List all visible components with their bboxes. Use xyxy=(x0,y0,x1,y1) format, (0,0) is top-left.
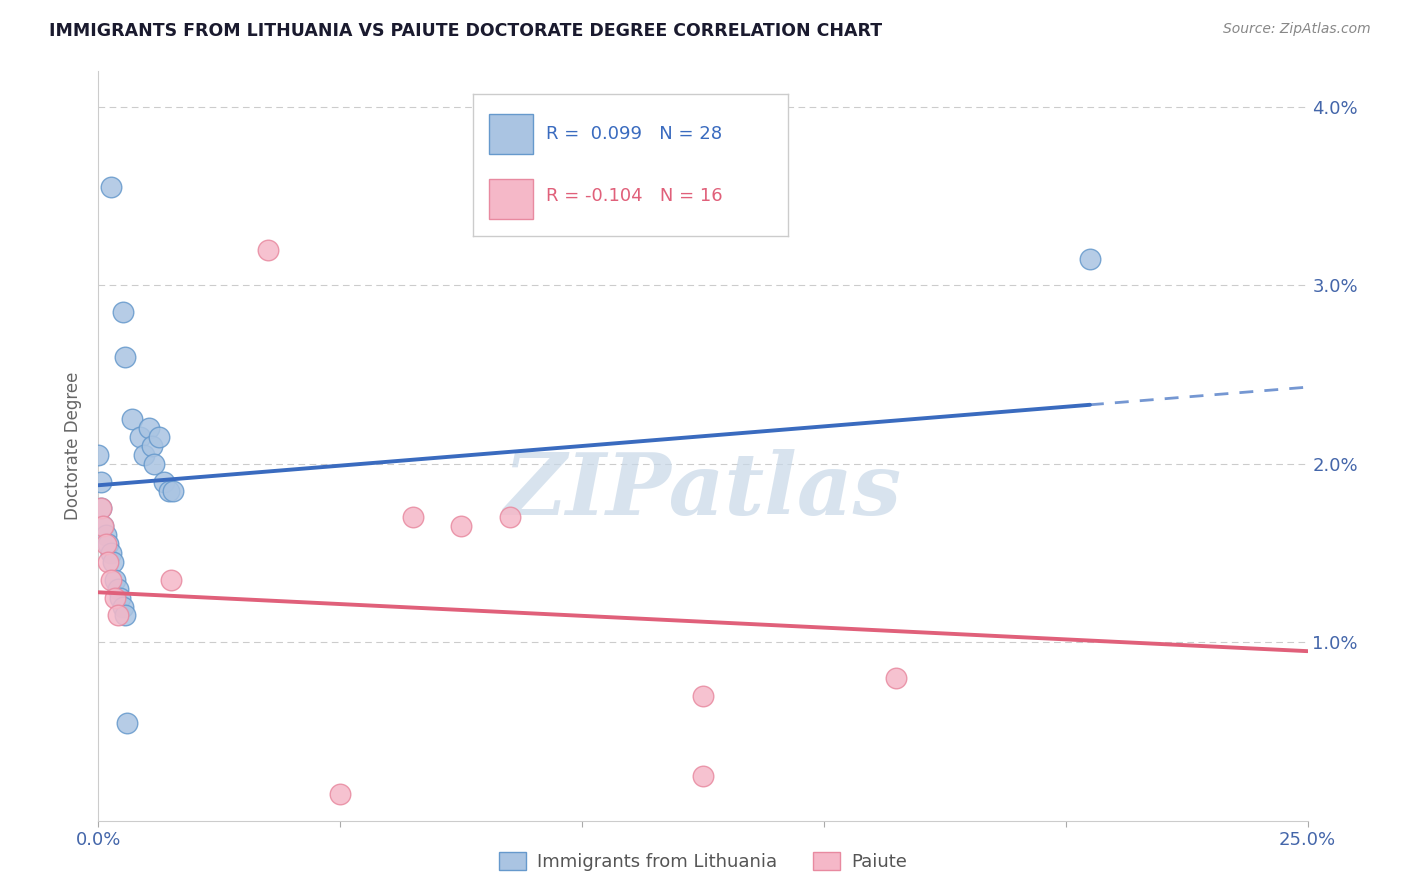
Point xyxy=(128,430,150,444)
Point xyxy=(692,769,714,783)
Point xyxy=(108,591,131,605)
Point xyxy=(138,421,160,435)
Point xyxy=(90,501,112,516)
Text: ZIPatlas: ZIPatlas xyxy=(503,450,903,533)
Legend: Immigrants from Lithuania, Paiute: Immigrants from Lithuania, Paiute xyxy=(492,845,914,879)
Point xyxy=(134,448,156,462)
Point xyxy=(114,350,136,364)
Point xyxy=(104,591,127,605)
Point xyxy=(152,475,174,489)
Point xyxy=(121,412,143,426)
Point xyxy=(104,573,127,587)
Point xyxy=(91,519,114,533)
Point xyxy=(329,787,352,801)
Y-axis label: Doctorate Degree: Doctorate Degree xyxy=(65,372,83,520)
Point xyxy=(100,546,122,560)
Point xyxy=(1078,252,1101,266)
Point xyxy=(91,519,114,533)
Point xyxy=(402,510,425,524)
Point xyxy=(157,483,180,498)
Point xyxy=(160,573,183,587)
Point xyxy=(90,475,112,489)
Point xyxy=(100,180,122,194)
Point xyxy=(143,457,166,471)
Point xyxy=(107,608,129,623)
Point xyxy=(498,510,520,524)
Point xyxy=(886,671,908,685)
Point xyxy=(162,483,184,498)
Point xyxy=(101,555,124,569)
Point xyxy=(94,528,117,542)
Point xyxy=(90,501,112,516)
Text: IMMIGRANTS FROM LITHUANIA VS PAIUTE DOCTORATE DEGREE CORRELATION CHART: IMMIGRANTS FROM LITHUANIA VS PAIUTE DOCT… xyxy=(49,22,883,40)
Point xyxy=(141,439,163,453)
Point xyxy=(97,537,120,551)
Point xyxy=(94,537,117,551)
Point xyxy=(107,582,129,596)
Point xyxy=(87,448,110,462)
Point xyxy=(117,715,139,730)
Text: Source: ZipAtlas.com: Source: ZipAtlas.com xyxy=(1223,22,1371,37)
Point xyxy=(111,599,134,614)
Point xyxy=(450,519,472,533)
Point xyxy=(114,608,136,623)
Point xyxy=(100,573,122,587)
Point xyxy=(256,243,278,257)
Point xyxy=(148,430,170,444)
Point xyxy=(692,689,714,703)
Point xyxy=(97,555,120,569)
Point xyxy=(111,305,134,319)
